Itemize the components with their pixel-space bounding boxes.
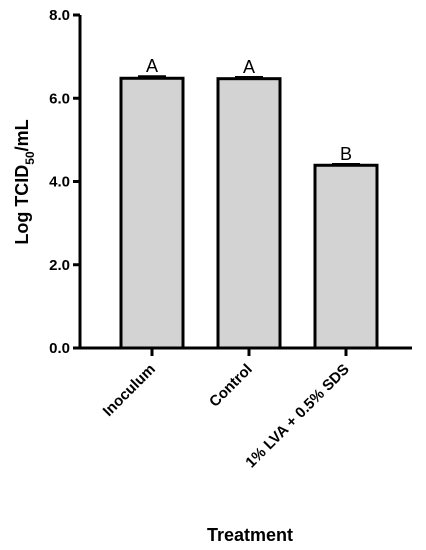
x-axis-title: Treatment — [207, 525, 293, 545]
y-axis-title-main: Log TCID — [12, 165, 32, 245]
y-tick-label: 6.0 — [49, 90, 70, 107]
y-tick-label: 2.0 — [49, 257, 70, 274]
y-axis-title-subscript: 50 — [23, 151, 37, 165]
x-tick-label: Inoculum — [100, 361, 159, 420]
x-tick-label: Control — [206, 361, 256, 411]
significance-label: A — [243, 57, 255, 77]
bar — [119, 76, 185, 350]
bars: A A B — [119, 56, 379, 350]
y-axis-title-unit: /mL — [12, 119, 32, 151]
y-tick-label: 8.0 — [49, 7, 70, 24]
bar — [313, 163, 379, 350]
significance-label: B — [340, 144, 352, 164]
significance-label: A — [146, 56, 158, 76]
y-tick-label: 0.0 — [49, 340, 70, 357]
y-tick-label: 4.0 — [49, 174, 70, 191]
x-tick-label: 1% LVA + 0.5% SDS — [242, 361, 353, 472]
y-axis: 0.0 2.0 4.0 6.0 8.0 — [49, 7, 82, 357]
bar — [216, 77, 282, 350]
y-axis-title: Log TCID50/mL — [12, 119, 37, 244]
